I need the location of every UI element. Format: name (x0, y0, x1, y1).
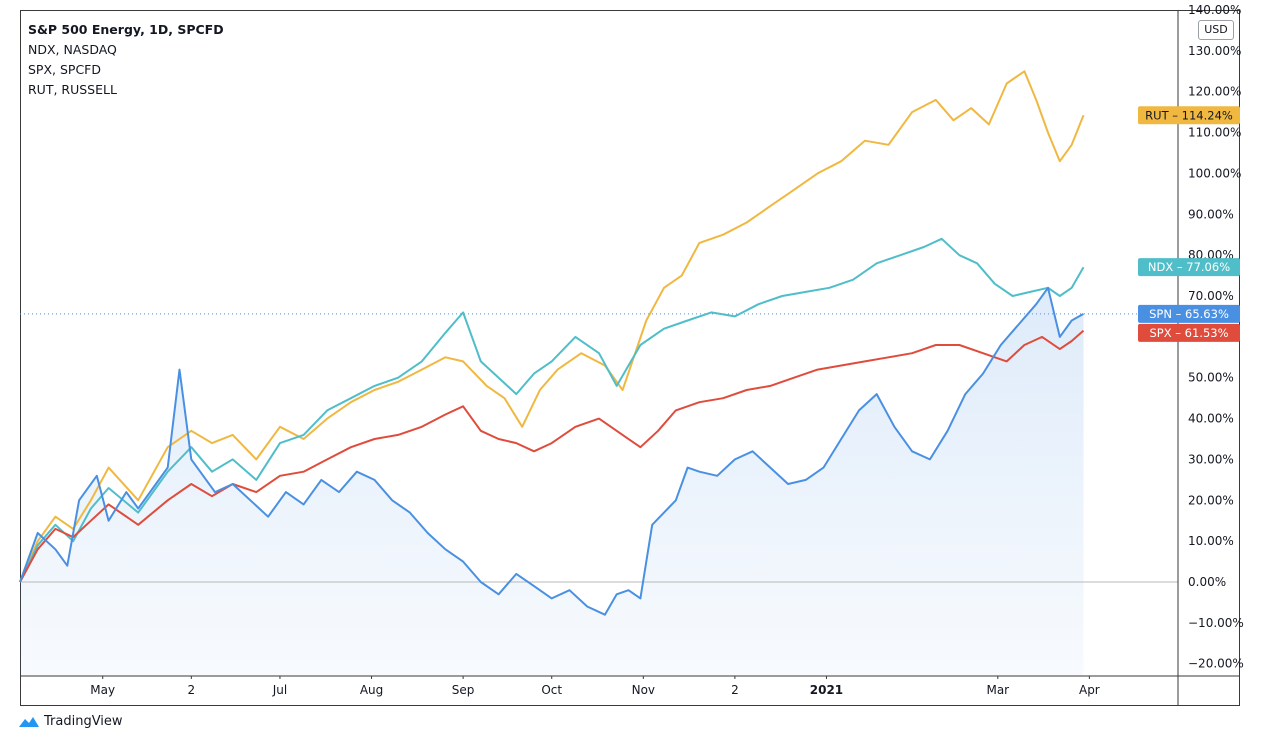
chart-legend: S&P 500 Energy, 1D, SPCFD NDX, NASDAQ SP… (28, 20, 224, 100)
x-tick-label: Mar (986, 683, 1009, 697)
x-tick-label: Jul (272, 683, 287, 697)
legend-item-spx: SPX, SPCFD (28, 62, 101, 77)
badge-rut[interactable]: RUT – 114.24% (1138, 106, 1240, 125)
y-tick-label: 90.00% (1188, 207, 1234, 221)
brand[interactable]: TradingView (18, 714, 123, 729)
badge-spx[interactable]: SPX – 61.53% (1138, 323, 1240, 342)
y-tick-label: 0.00% (1188, 575, 1226, 589)
badge-spn[interactable]: SPN – 65.63% (1138, 304, 1240, 323)
spn-area-fill (20, 287, 1178, 676)
y-tick-label: 100.00% (1188, 166, 1241, 180)
series-line-spx[interactable] (19, 329, 1085, 583)
tradingview-logo-icon (19, 716, 39, 727)
x-tick-label: Oct (541, 683, 562, 697)
badge-text: SPX – 61.53% (1149, 326, 1228, 340)
badge-bg (1138, 323, 1240, 342)
y-tick-label: −20.00% (1188, 657, 1244, 671)
badge-bg (1138, 258, 1240, 277)
legend-item-rut: RUT, RUSSELL (28, 82, 117, 97)
series-line-ndx[interactable] (19, 237, 1085, 583)
badge-text: RUT – 114.24% (1145, 108, 1233, 122)
y-tick-label: 20.00% (1188, 493, 1234, 507)
badge-bg (1138, 106, 1240, 125)
series-lines (19, 70, 1085, 616)
x-tick-label: May (90, 683, 115, 697)
price-badges: RUT – 114.24% NDX – 77.06% SPN – 65.63% SPX… (1138, 106, 1240, 342)
x-tick-label: 2021 (810, 683, 843, 697)
y-tick-label: 70.00% (1188, 289, 1234, 303)
series-line-spn[interactable] (19, 286, 1084, 616)
currency-button[interactable]: USD (1198, 20, 1234, 40)
series-area-spn (20, 287, 1084, 676)
x-tick-label: 2 (188, 683, 196, 697)
badge-text: SPN – 65.63% (1149, 307, 1229, 321)
legend-item-ndx: NDX, NASDAQ (28, 42, 117, 57)
y-tick-label: 120.00% (1188, 85, 1241, 99)
x-tick-label: Sep (452, 683, 475, 697)
badge-bg (1138, 304, 1240, 323)
legend-title: S&P 500 Energy, 1D, SPCFD (28, 22, 224, 37)
x-tick-label: 2 (731, 683, 739, 697)
x-tick-label: Nov (632, 683, 655, 697)
x-tick-label: Aug (360, 683, 383, 697)
brand-name: TradingView (44, 714, 123, 729)
y-tick-label: 30.00% (1188, 452, 1234, 466)
y-tick-label: −10.00% (1188, 616, 1244, 630)
y-tick-label: 130.00% (1188, 44, 1241, 58)
series-line-rut[interactable] (19, 70, 1085, 583)
y-tick-label: 140.00% (1188, 3, 1241, 17)
axis-separators (20, 10, 1240, 706)
y-axis-ticks: 140.00% 130.00% 120.00% 110.00% 100.00% 90.00… (1188, 3, 1244, 671)
badge-text: NDX – 77.06% (1148, 260, 1230, 274)
x-tick-label: Apr (1079, 683, 1100, 697)
y-tick-label: 110.00% (1188, 126, 1241, 140)
y-tick-label: 50.00% (1188, 371, 1234, 385)
y-tick-label: 10.00% (1188, 534, 1234, 548)
x-axis-ticks: May 2 Jul Aug Sep Oct Nov 2 2021 Mar Apr (90, 676, 1100, 697)
badge-ndx[interactable]: NDX – 77.06% (1138, 258, 1240, 277)
y-tick-label: 40.00% (1188, 412, 1234, 426)
